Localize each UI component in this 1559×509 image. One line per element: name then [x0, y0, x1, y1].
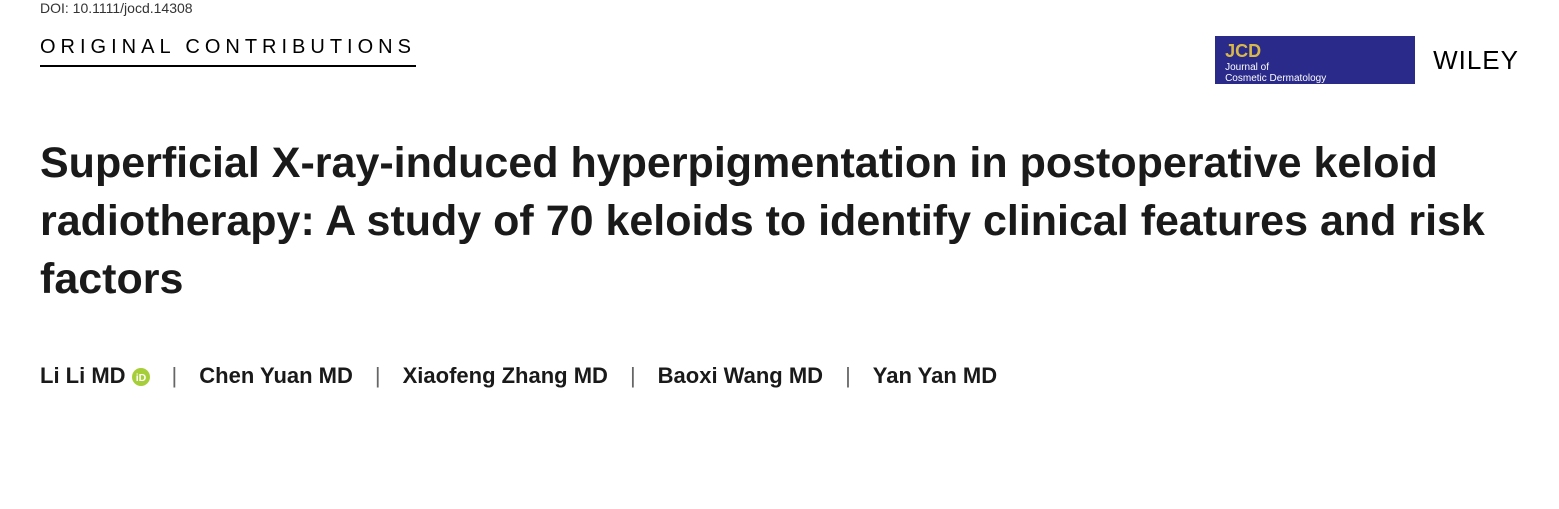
author: Li Li MDiD: [40, 363, 150, 389]
svg-text:iD: iD: [135, 372, 146, 384]
publisher-logo: WILEY: [1433, 45, 1519, 76]
authors-list: Li Li MDiD | Chen Yuan MD | Xiaofeng Zhang M…: [40, 363, 1519, 389]
author: Baoxi Wang MD: [658, 363, 823, 389]
author: Yan Yan MD: [873, 363, 997, 389]
author: Xiaofeng Zhang MD: [403, 363, 608, 389]
doi-text: DOI: 10.1111/jocd.14308: [40, 0, 1519, 16]
author-separator: |: [845, 363, 851, 389]
section-label: ORIGINAL CONTRIBUTIONS: [40, 36, 416, 67]
header-row: ORIGINAL CONTRIBUTIONS JCD Journal of Co…: [40, 36, 1519, 84]
journal-line1: Journal of: [1225, 62, 1403, 73]
author-separator: |: [630, 363, 636, 389]
journal-line2: Cosmetic Dermatology: [1225, 73, 1403, 84]
logos-container: JCD Journal of Cosmetic Dermatology WILE…: [1215, 36, 1519, 84]
author-separator: |: [172, 363, 178, 389]
article-title: Superficial X-ray-induced hyperpigmentat…: [40, 134, 1519, 308]
journal-abbr: JCD: [1225, 42, 1403, 62]
author: Chen Yuan MD: [199, 363, 353, 389]
orcid-icon[interactable]: iD: [132, 368, 150, 386]
journal-badge: JCD Journal of Cosmetic Dermatology: [1215, 36, 1415, 84]
author-separator: |: [375, 363, 381, 389]
